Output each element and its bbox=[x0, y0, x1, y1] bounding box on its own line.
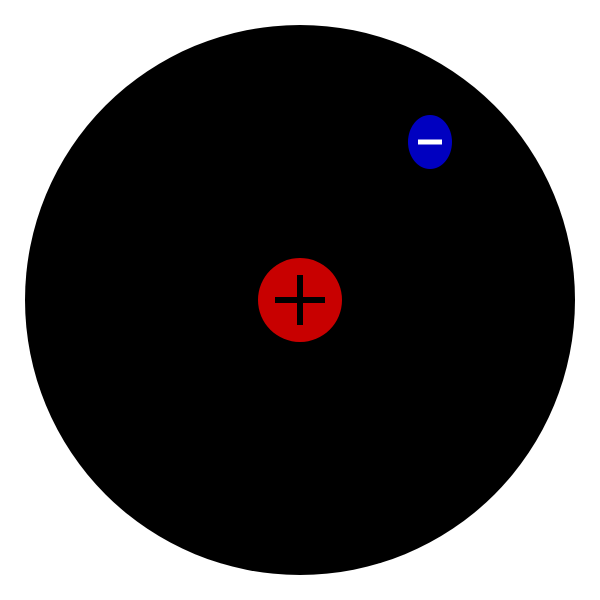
atom-diagram bbox=[0, 0, 600, 600]
